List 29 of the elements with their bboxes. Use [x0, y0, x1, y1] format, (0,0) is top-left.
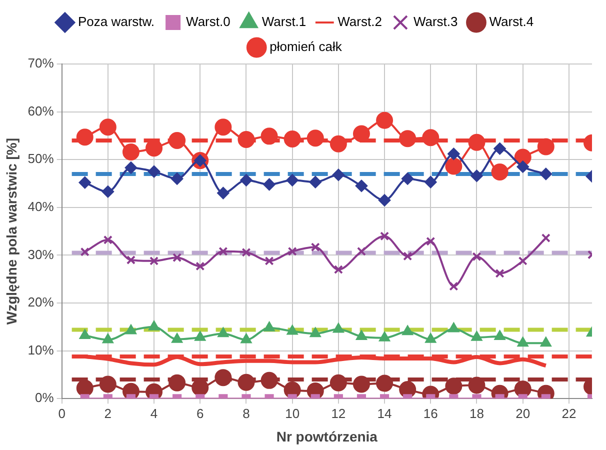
x-tick-label: 0: [58, 406, 66, 421]
x-tick-label: 4: [150, 406, 158, 421]
y-tick-label: 60%: [28, 103, 54, 118]
x-tick-label: 14: [377, 406, 392, 421]
legend-label: Warst.4: [489, 14, 534, 30]
x-axis-title: Nr powtórzenia: [276, 428, 378, 444]
x-tick-label: 22: [562, 406, 576, 421]
y-tick-label: 10%: [28, 342, 54, 358]
y-tick-label: 70%: [28, 56, 54, 71]
y-tick-label: 20%: [28, 294, 54, 310]
legend-label: Poza warstw.: [78, 14, 155, 30]
legend-label: Warst.1: [262, 14, 306, 30]
y-tick-label: 50%: [28, 151, 54, 166]
x-tick-label: 8: [242, 406, 250, 421]
x-tick-label: 6: [196, 406, 204, 421]
legend-label: Warst.2: [338, 14, 382, 30]
y-axis-title: Względne pola warstwic [%]: [3, 138, 20, 325]
x-tick-label: 16: [423, 406, 438, 421]
legend-label: płomień całk: [270, 39, 342, 54]
x-tick-label: 12: [331, 406, 346, 421]
x-tick-label: 2: [104, 406, 112, 421]
y-tick-label: 0%: [35, 390, 54, 406]
legend-label: Warst.3: [413, 14, 458, 30]
y-tick-label: 40%: [28, 198, 54, 214]
x-tick-label: 10: [285, 406, 300, 421]
x-tick-label: 18: [470, 406, 484, 421]
legend-label: Warst.0: [186, 14, 230, 30]
x-tick-label: 20: [516, 406, 530, 421]
y-tick-label: 30%: [28, 246, 54, 262]
